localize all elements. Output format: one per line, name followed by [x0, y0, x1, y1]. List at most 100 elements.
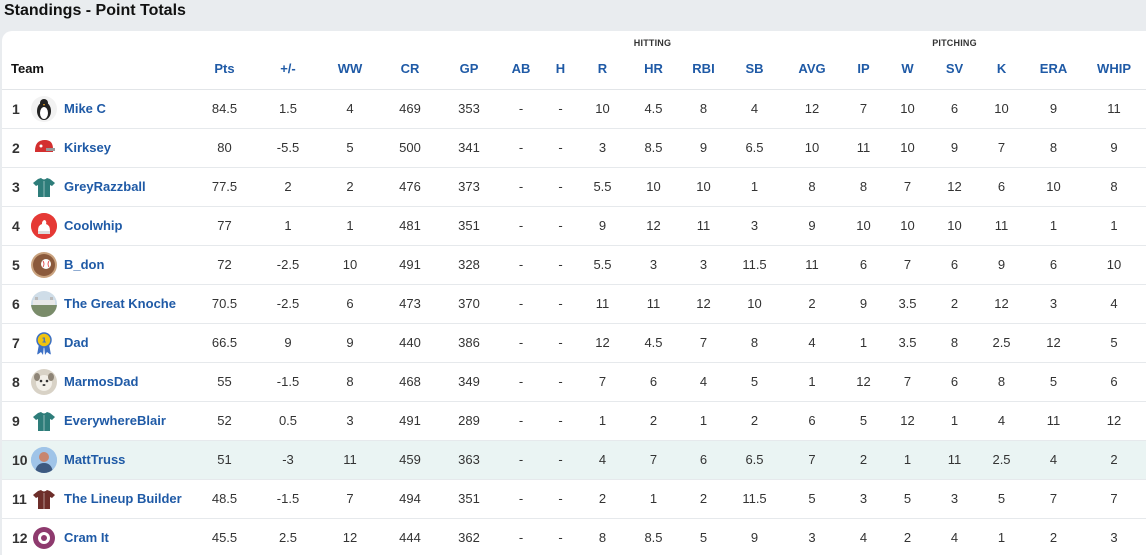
team-cell: Coolwhip	[31, 206, 193, 246]
stat-cell-cr: 459	[380, 440, 440, 480]
column-header-w[interactable]: W	[884, 49, 931, 90]
plus-minus-cell: 1.5	[256, 89, 320, 129]
stat-cell-avg: 1	[781, 362, 843, 402]
team-name-link[interactable]: The Lineup Builder	[64, 491, 182, 506]
column-header-ww[interactable]: WW	[320, 49, 380, 90]
column-header-team[interactable]: Team	[2, 49, 193, 90]
rank-cell: 5	[2, 245, 31, 285]
stat-cell-w: 7	[884, 245, 931, 285]
stat-cell-r: 7	[577, 362, 628, 402]
plus-minus-cell: -1.5	[256, 362, 320, 402]
plus-minus-cell: 9	[256, 323, 320, 363]
stat-cell-ab: -	[498, 479, 544, 519]
team-cell: EverywhereBlair	[31, 401, 193, 441]
column-header-pts[interactable]: Pts	[193, 49, 256, 90]
stat-cell-ww: 12	[320, 518, 380, 555]
column-header-h[interactable]: H	[544, 49, 577, 90]
penguin-icon	[31, 95, 57, 122]
stat-cell-h: -	[544, 518, 577, 555]
jersey-icon	[31, 485, 57, 512]
team-name-link[interactable]: Kirksey	[64, 140, 111, 155]
stat-cell-whip: 1	[1082, 206, 1146, 246]
table-row: 9 EverywhereBlair 52 0.5 3 491 289- -1 2 1 2 6 5 12 1 4…	[2, 401, 1146, 441]
column-header-rbi[interactable]: RBI	[679, 49, 728, 90]
stat-cell-rbi: 11	[679, 206, 728, 246]
stat-cell-cr: 491	[380, 245, 440, 285]
team-name-link[interactable]: EverywhereBlair	[64, 413, 166, 428]
team-name-link[interactable]: B_don	[64, 257, 105, 272]
column-header-ab[interactable]: AB	[498, 49, 544, 90]
column-header-sv[interactable]: SV	[931, 49, 978, 90]
team-cell: The Lineup Builder	[31, 479, 193, 519]
stat-cell-k: 2.5	[978, 323, 1026, 363]
stat-cell-era: 7	[1025, 479, 1083, 519]
stat-cell-whip: 2	[1082, 440, 1146, 480]
team-name-link[interactable]: Dad	[64, 335, 89, 350]
stat-cell-k: 4	[978, 401, 1026, 441]
stat-cell-h: -	[544, 284, 577, 324]
stat-cell-sb: 6.5	[728, 440, 781, 480]
column-header-whip[interactable]: WHIP	[1082, 49, 1146, 90]
stat-cell-sb: 4	[728, 89, 781, 129]
stat-cell-r: 3	[577, 128, 628, 168]
column-header-hr[interactable]: HR	[628, 49, 679, 90]
stat-cell-cr: 494	[380, 479, 440, 519]
column-header-era[interactable]: ERA	[1025, 49, 1083, 90]
stat-cell-k: 6	[978, 167, 1026, 207]
stat-cell-ip: 8	[843, 167, 884, 207]
stat-cell-whip: 11	[1082, 89, 1146, 129]
team-name-link[interactable]: Cram It	[64, 530, 109, 545]
plus-minus-cell: 2	[256, 167, 320, 207]
stat-cell-h: -	[544, 479, 577, 519]
column-header-sb[interactable]: SB	[728, 49, 781, 90]
column-header-gp[interactable]: GP	[440, 49, 498, 90]
stat-cell-era: 8	[1025, 128, 1083, 168]
stat-cell-ab: -	[498, 245, 544, 285]
column-header-k[interactable]: K	[978, 49, 1026, 90]
stat-cell-ab: -	[498, 284, 544, 324]
stat-cell-era: 12	[1025, 323, 1083, 363]
stat-cell-avg: 8	[781, 167, 843, 207]
stat-cell-sv: 12	[931, 167, 978, 207]
team-name-link[interactable]: MarmosDad	[64, 374, 139, 389]
plus-minus-cell: -1.5	[256, 479, 320, 519]
column-header-cr[interactable]: CR	[380, 49, 440, 90]
stat-cell-w: 10	[884, 128, 931, 168]
stat-cell-sv: 3	[931, 479, 978, 519]
stat-cell-whip: 6	[1082, 362, 1146, 402]
pitching-group-label: PITCHING	[932, 38, 977, 48]
team-name-link[interactable]: Mike C	[64, 101, 106, 116]
team-name-link[interactable]: The Great Knoche	[64, 296, 176, 311]
jersey-icon	[31, 407, 57, 434]
column-header-avg[interactable]: AVG	[781, 49, 843, 90]
team-name-link[interactable]: MattTruss	[64, 452, 126, 467]
stat-cell-r: 2	[577, 479, 628, 519]
table-row: 7 1 Dad 66.5 9 9 440 386- -12 4.5 7 8 4 1 3.5 8 2.5 12 5	[2, 323, 1146, 363]
stat-cell-rbi: 2	[679, 479, 728, 519]
column-header-r[interactable]: R	[577, 49, 628, 90]
stat-cell-avg: 6	[781, 401, 843, 441]
stat-cell-rbi: 6	[679, 440, 728, 480]
team-cell: 1 Dad	[31, 323, 193, 363]
candy-icon	[31, 524, 57, 551]
stat-cell-ip: 4	[843, 518, 884, 555]
team-cell: Mike C	[31, 89, 193, 129]
stat-cell-sv: 11	[931, 440, 978, 480]
stat-cell-avg: 10	[781, 128, 843, 168]
stat-cell-avg: 7	[781, 440, 843, 480]
team-name-link[interactable]: GreyRazzball	[64, 179, 146, 194]
stat-cell-hr: 4.5	[628, 323, 679, 363]
stat-cell-r: 8	[577, 518, 628, 555]
stat-cell-cr: 469	[380, 89, 440, 129]
column-header-ip[interactable]: IP	[843, 49, 884, 90]
column-header-plus-minus[interactable]: +/-	[256, 49, 320, 90]
stat-cell-k: 12	[978, 284, 1026, 324]
stat-cell-h: -	[544, 167, 577, 207]
helmet-icon	[31, 134, 57, 161]
stat-cell-rbi: 10	[679, 167, 728, 207]
stat-cell-ip: 12	[843, 362, 884, 402]
stat-cell-sb: 2	[728, 401, 781, 441]
stat-cell-gp: 328	[440, 245, 498, 285]
stat-cell-cr: 491	[380, 401, 440, 441]
team-name-link[interactable]: Coolwhip	[64, 218, 123, 233]
